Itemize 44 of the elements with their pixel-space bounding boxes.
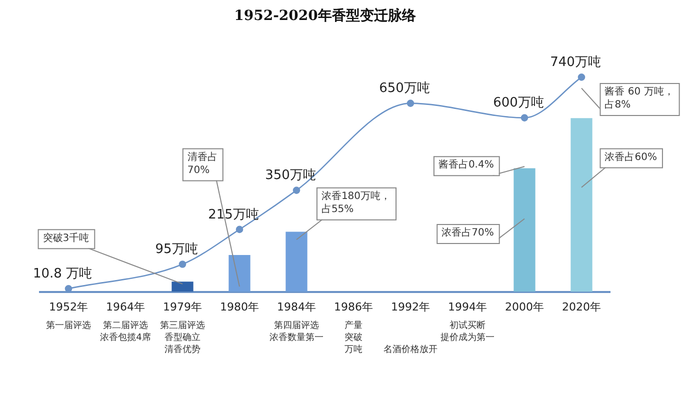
bar (514, 168, 536, 292)
x-tick-label: 1994年 (448, 300, 487, 314)
text: 第四届评选浓香数量第一 (270, 320, 324, 343)
bar (228, 254, 250, 292)
bar (286, 232, 308, 292)
text: 第二届评选浓香包揽4席 (100, 320, 151, 343)
point (578, 74, 586, 81)
text: 名酒价格放开 (384, 344, 438, 355)
annotation: 酱香占0.4% (438, 158, 494, 171)
point (406, 100, 414, 107)
data-label: 95万吨 (155, 242, 198, 258)
bar (570, 118, 592, 292)
x-tick-label: 1984年 (277, 300, 316, 314)
data-label: 650万吨 (379, 81, 430, 96)
annotation: 酱香 60 万吨，占8% (604, 86, 674, 111)
text: 第三届评选香型确立清香优势 (160, 320, 205, 355)
annotation: 浓香180万吨，占55% (321, 190, 391, 215)
point (178, 260, 186, 268)
point (64, 285, 72, 292)
bar (172, 282, 194, 292)
point (292, 186, 300, 194)
x-tick-label: 1986年 (334, 300, 373, 314)
data-label: 350万吨 (265, 168, 316, 184)
point (520, 114, 528, 122)
annotation: 突破3千吨 (42, 232, 90, 244)
x-tick-label: 1979年 (163, 300, 202, 314)
text: 初试买断提价成为第一 (440, 320, 494, 343)
data-label: 215万吨 (208, 207, 259, 222)
point (236, 226, 244, 234)
text: 产量突破万吨 (344, 320, 362, 355)
x-tick-label: 1964年 (106, 300, 145, 314)
data-label: 600万吨 (493, 96, 544, 111)
x-tick-label: 1992年 (391, 300, 430, 314)
data-label: 10.8 万吨 (32, 266, 92, 282)
chart-title: 1952-2020年香型变迁脉络 (234, 7, 417, 24)
x-tick-label: 2000年 (505, 300, 544, 314)
text: 第一届评选 (46, 320, 91, 331)
annotation: 清香占70% (187, 150, 218, 176)
annotation: 浓香占70% (442, 226, 494, 239)
data-label: 740万吨 (550, 55, 601, 70)
x-tick-label: 1952年 (49, 300, 88, 314)
x-tick-label: 2020年 (562, 300, 601, 314)
annotation: 浓香占60% (604, 150, 657, 163)
x-tick-label: 1980年 (220, 300, 259, 314)
